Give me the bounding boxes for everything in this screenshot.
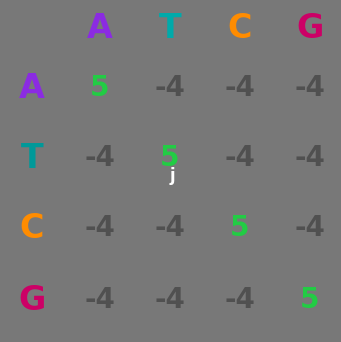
Text: -4: -4 <box>225 144 255 172</box>
Text: -4: -4 <box>295 144 325 172</box>
Text: A: A <box>19 71 45 105</box>
Text: T: T <box>159 12 181 44</box>
Text: -4: -4 <box>154 74 186 102</box>
Text: C: C <box>20 211 44 245</box>
Text: -4: -4 <box>295 74 325 102</box>
Text: 5: 5 <box>90 74 110 102</box>
Text: 5: 5 <box>230 214 250 242</box>
Text: A: A <box>87 12 113 44</box>
Text: -4: -4 <box>85 214 116 242</box>
Text: -4: -4 <box>85 286 116 314</box>
Text: C: C <box>228 12 252 44</box>
Text: -4: -4 <box>154 214 186 242</box>
Text: -4: -4 <box>225 74 255 102</box>
Text: -4: -4 <box>85 144 116 172</box>
Text: 5: 5 <box>160 144 180 172</box>
Text: -4: -4 <box>154 286 186 314</box>
Text: T: T <box>21 142 43 174</box>
Text: -4: -4 <box>295 214 325 242</box>
Text: G: G <box>296 12 324 44</box>
Text: G: G <box>18 284 46 316</box>
Text: -4: -4 <box>225 286 255 314</box>
Text: j: j <box>169 167 175 185</box>
Text: 5: 5 <box>300 286 320 314</box>
